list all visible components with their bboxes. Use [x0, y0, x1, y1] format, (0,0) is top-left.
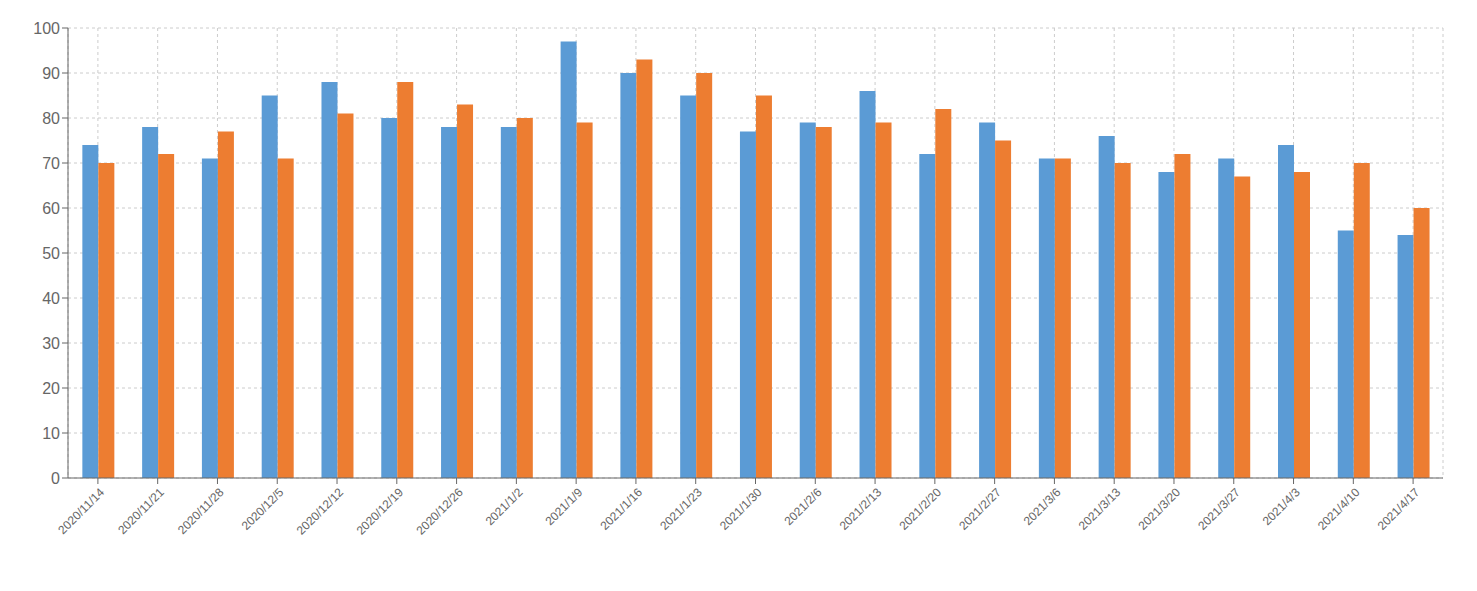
svg-text:2020/11/28: 2020/11/28	[175, 485, 227, 537]
svg-text:2021/2/13: 2021/2/13	[837, 485, 885, 533]
svg-text:30: 30	[42, 335, 60, 352]
svg-text:2021/1/2: 2021/1/2	[483, 485, 526, 528]
svg-text:2021/3/20: 2021/3/20	[1136, 485, 1184, 533]
svg-text:70: 70	[42, 155, 60, 172]
svg-text:2020/12/19: 2020/12/19	[354, 485, 407, 538]
svg-text:2020/12/26: 2020/12/26	[413, 485, 466, 538]
svg-text:2021/3/13: 2021/3/13	[1076, 485, 1124, 533]
svg-text:2020/11/21: 2020/11/21	[115, 485, 167, 537]
svg-text:60: 60	[42, 200, 60, 217]
svg-text:2021/1/30: 2021/1/30	[717, 485, 765, 533]
svg-text:10: 10	[42, 425, 60, 442]
svg-text:50: 50	[42, 245, 60, 262]
svg-text:40: 40	[42, 290, 60, 307]
svg-text:20: 20	[42, 380, 60, 397]
svg-text:2021/2/20: 2021/2/20	[896, 485, 944, 533]
svg-text:0: 0	[51, 470, 60, 487]
svg-text:2021/3/6: 2021/3/6	[1021, 485, 1064, 528]
svg-text:2021/1/16: 2021/1/16	[597, 485, 645, 533]
svg-text:2021/4/17: 2021/4/17	[1375, 485, 1423, 533]
svg-text:2021/1/9: 2021/1/9	[542, 485, 585, 528]
svg-text:2021/4/3: 2021/4/3	[1260, 485, 1303, 528]
svg-text:2021/1/23: 2021/1/23	[657, 485, 705, 533]
svg-text:2020/12/5: 2020/12/5	[239, 485, 287, 533]
svg-text:90: 90	[42, 65, 60, 82]
svg-text:2020/11/14: 2020/11/14	[55, 485, 107, 537]
svg-text:2021/2/6: 2021/2/6	[782, 485, 825, 528]
svg-text:100: 100	[33, 20, 60, 37]
svg-text:2021/2/27: 2021/2/27	[956, 485, 1004, 533]
svg-text:2020/12/12: 2020/12/12	[294, 485, 347, 538]
svg-text:2021/4/10: 2021/4/10	[1315, 485, 1363, 533]
svg-text:2021/3/27: 2021/3/27	[1195, 485, 1243, 533]
svg-text:80: 80	[42, 110, 60, 127]
